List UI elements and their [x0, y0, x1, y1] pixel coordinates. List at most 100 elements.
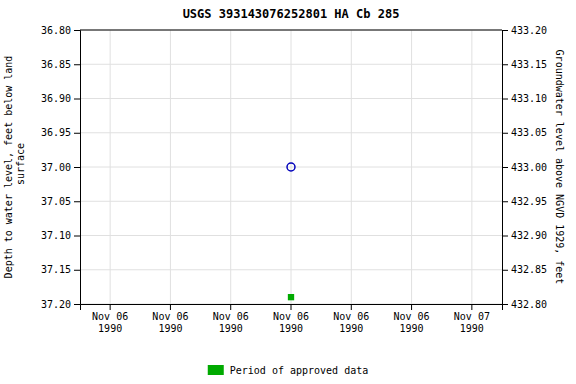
tick-mark [502, 201, 508, 202]
point [287, 163, 295, 171]
y-tick: 36.95 [41, 127, 80, 138]
x-tick-label: Nov 061990 [213, 311, 249, 334]
tick-mark [110, 304, 111, 310]
chart: Nov 061990Nov 061990Nov 061990Nov 061990… [0, 0, 576, 384]
legend-swatch [208, 365, 224, 375]
tick-mark [74, 167, 80, 168]
x-tick-label-line: Nov 06 [333, 311, 369, 322]
y2-tick-label: 432.80 [511, 299, 547, 310]
y2-tick-label: 432.85 [511, 264, 547, 275]
x-tick-label-line: Nov 06 [152, 311, 188, 322]
y2-tick: 432.85 [502, 264, 547, 275]
grid-line [411, 30, 412, 304]
y-tick-label: 36.80 [41, 25, 71, 36]
y2-tick: 432.90 [502, 230, 547, 241]
tick-mark [502, 133, 508, 134]
y-axis-label-line: surface [15, 143, 26, 191]
y-tick: 37.05 [41, 196, 80, 207]
y-axis: 36.80 36.85 36.90 36.95 37.00 37.05 37.10 37.15… [41, 25, 81, 310]
tick-mark [74, 236, 80, 237]
x-tick-label-line: Nov 06 [92, 311, 128, 322]
x-tick-label: Nov 061990 [394, 311, 430, 334]
legend-label: Period of approved data [230, 365, 368, 376]
x-tick: Nov 061990 [213, 304, 249, 334]
x-tick: Nov 061990 [394, 304, 430, 334]
tick-mark [74, 304, 80, 305]
y2-tick-label: 432.95 [511, 196, 547, 207]
grid-line [170, 30, 171, 304]
y2-tick-label: 433.20 [511, 25, 547, 36]
y-tick: 37.10 [41, 230, 80, 241]
tick-mark [170, 304, 171, 310]
x-tick-label-line: 1990 [98, 323, 122, 334]
y-tick-label: 37.20 [41, 299, 71, 310]
axis-line [503, 31, 509, 305]
y-tick-label: 36.95 [41, 127, 71, 138]
tick-mark [74, 201, 80, 202]
grid-line [230, 30, 231, 304]
y2-axis: 433.20433.15433.10433.05433.00432.95432.… [502, 25, 547, 310]
tick-mark [74, 133, 80, 134]
y-tick: 36.85 [41, 59, 80, 70]
x-tick: Nov 071990 [454, 304, 490, 334]
grid-line [80, 30, 502, 31]
y-tick: 36.90 [41, 93, 80, 104]
tick-mark [74, 270, 80, 271]
tick-mark [471, 304, 472, 310]
y2-tick: 433.15 [502, 59, 547, 70]
series [288, 294, 294, 300]
grid-line [471, 30, 472, 304]
x-tick-label-line: Nov 06 [273, 311, 309, 322]
point [288, 294, 294, 300]
tick-mark [411, 304, 412, 310]
y2-tick: 432.80 [502, 299, 547, 310]
tick-mark [74, 64, 80, 65]
y2-tick: 433.10 [502, 93, 547, 104]
y2-tick-label: 433.00 [511, 162, 547, 173]
x-tick-label-line: 1990 [158, 323, 182, 334]
y2-tick-label: 433.10 [511, 93, 547, 104]
x-tick-label-line: 1990 [400, 323, 424, 334]
y2-tick: 433.00 [502, 162, 547, 173]
y-tick-label: 37.10 [41, 230, 71, 241]
y-tick-label: 36.85 [41, 59, 71, 70]
tick-mark [502, 30, 508, 31]
x-tick: Nov 061990 [333, 304, 369, 334]
x-tick-label: Nov 061990 [152, 311, 188, 334]
tick-mark [502, 304, 508, 305]
grid-line [291, 30, 292, 304]
grid-line [110, 30, 111, 304]
legend: Period of approved data [208, 365, 368, 376]
x-tick-label: Nov 071990 [454, 311, 490, 334]
tick-mark [291, 304, 292, 310]
tick-mark [502, 167, 508, 168]
y2-tick: 433.20 [502, 25, 547, 36]
y-tick-label: 37.15 [41, 264, 71, 275]
tick-mark [502, 270, 508, 271]
tick-mark [74, 30, 80, 31]
x-tick-label: Nov 061990 [333, 311, 369, 334]
y-axis-label-line: Depth to water level, feet below land [3, 56, 14, 279]
series [287, 163, 295, 171]
x-tick: Nov 061990 [152, 304, 188, 334]
x-tick-label-line: 1990 [219, 323, 243, 334]
x-tick-label: Nov 061990 [92, 311, 128, 334]
tick-mark [351, 304, 352, 310]
y-tick-label: 36.90 [41, 93, 71, 104]
x-tick-label: Nov 061990 [273, 311, 309, 334]
x-tick-label-line: Nov 06 [213, 311, 249, 322]
x-axis: Nov 061990Nov 061990Nov 061990Nov 061990… [81, 304, 503, 334]
tick-mark [74, 99, 80, 100]
x-tick: Nov 061990 [92, 304, 128, 334]
y-tick: 37.00 [41, 162, 80, 173]
axis-line [81, 305, 503, 311]
axis-line [74, 31, 81, 305]
x-tick-label-line: Nov 07 [454, 311, 490, 322]
x-tick-label-line: 1990 [339, 323, 363, 334]
tick-mark [502, 236, 508, 237]
x-tick: Nov 061990 [273, 304, 309, 334]
y-tick: 37.20 [41, 299, 80, 310]
tick-mark [230, 304, 231, 310]
x-tick-label-line: 1990 [460, 323, 484, 334]
marks [287, 163, 295, 300]
